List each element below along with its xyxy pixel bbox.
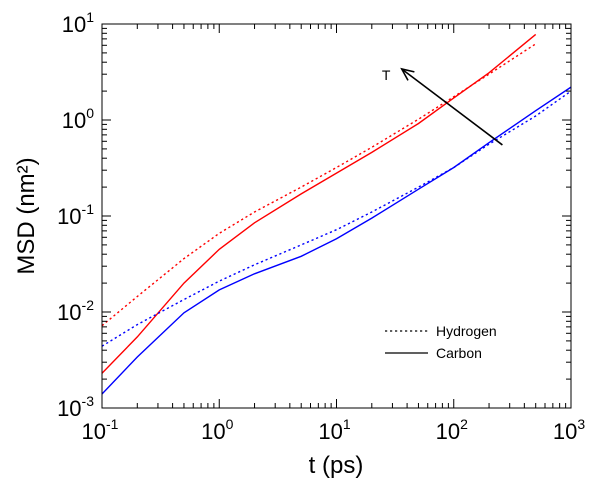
axis-tick-labels: 10-1 100 101 102 103 10-3 10-2 10-1 100 101 (57, 9, 585, 444)
series-line-carbon-low-temp (102, 86, 571, 395)
x-tick-label: 100 (201, 416, 233, 444)
y-tick-label: 10-3 (57, 393, 94, 421)
legend-label-hydrogen: Hydrogen (436, 323, 497, 339)
annotation-label: T (382, 67, 391, 83)
temperature-annotation: T (382, 67, 503, 146)
y-tick-label: 10-2 (57, 297, 94, 325)
plot-lines (102, 33, 571, 395)
series-line-hydrogen-high-temp (102, 43, 537, 327)
annotation-arrow-head (400, 67, 415, 81)
x-tick-label: 102 (436, 416, 468, 444)
x-tick-label: 101 (318, 416, 350, 444)
series-line-carbon-high-temp (102, 33, 537, 374)
y-tick-label: 10-1 (57, 201, 94, 229)
x-axis-label: t (ps) (309, 452, 364, 479)
y-axis-label: MSD (nm²) (13, 157, 40, 274)
legend-label-carbon: Carbon (436, 345, 482, 361)
legend: Hydrogen Carbon (385, 323, 497, 361)
annotation-arrow-shaft (401, 68, 503, 146)
series-line-hydrogen-low-temp (102, 90, 571, 347)
plot-frame (101, 23, 572, 409)
axis-ticks (101, 23, 572, 409)
y-tick-label: 101 (62, 9, 94, 37)
x-tick-label: 103 (553, 416, 585, 444)
y-tick-label: 100 (62, 105, 94, 133)
x-tick-label: 10-1 (82, 416, 119, 444)
